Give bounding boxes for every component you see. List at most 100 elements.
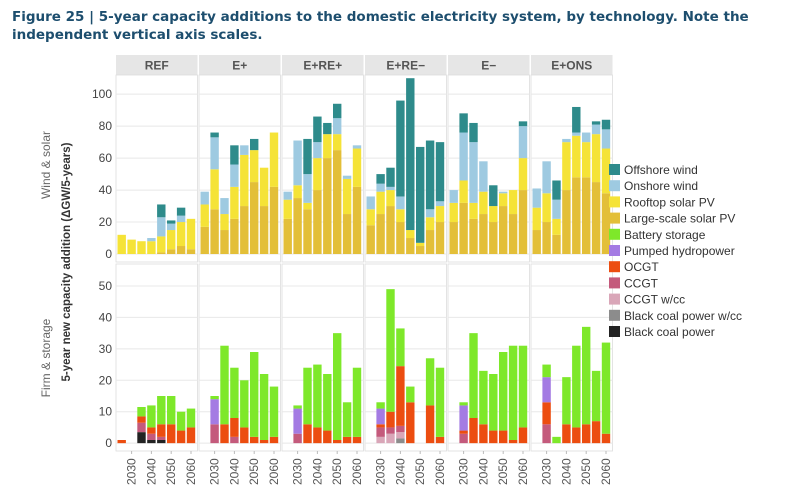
bar-segment-ocgt-ref-2025 xyxy=(117,440,126,444)
bar-segment-offshore-wind-e-2050 xyxy=(250,138,259,151)
bar-segment-ocgt-e-re-2035 xyxy=(386,411,395,428)
bar-segment-rooftop-solar-pv-ref-2040 xyxy=(147,241,156,255)
bar-segment-ocgt-e-2035 xyxy=(220,424,229,444)
bar-segment-large-scale-solar-pv-e-re-2030 xyxy=(376,214,385,255)
y-tick-label: 50 xyxy=(99,279,113,293)
x-tick-label: 2050 xyxy=(496,458,510,485)
bar-segment-onshore-wind-ref-2040 xyxy=(147,238,156,242)
bar-segment-rooftop-solar-pv-e-re-2045 xyxy=(323,134,332,159)
legend-swatch-black-coal-power-w-cc xyxy=(609,309,620,321)
bar-segment-ocgt-e-re-2040 xyxy=(313,427,322,444)
bar-segment-ocgt-e-ons-2050 xyxy=(582,424,591,444)
x-tick-label: 2060 xyxy=(350,458,364,485)
bar-segment-ocgt-ref-2055 xyxy=(176,430,186,444)
bar-segment-large-scale-solar-pv-e-re-2025 xyxy=(366,225,375,255)
bar-segment-onshore-wind-ref-2050 xyxy=(167,223,176,231)
bar-segment-battery-storage-e-2040 xyxy=(230,367,239,418)
bar-segment-ocgt-e-re-2060 xyxy=(352,436,362,444)
bar-segment-ocgt-ref-2045 xyxy=(157,424,166,437)
bar-segment-battery-storage-e-2040 xyxy=(479,370,488,425)
bar-segment-ccgt-e-re-2030 xyxy=(293,433,302,444)
x-tick-label: 2050 xyxy=(413,458,427,485)
bar-segment-ocgt-e-re-2030 xyxy=(376,424,385,428)
bar-segment-offshore-wind-e-2040 xyxy=(230,145,239,165)
bar-segment-rooftop-solar-pv-e-ons-2030 xyxy=(542,193,551,223)
y-tick-label: 40 xyxy=(99,310,113,324)
bar-segment-battery-storage-e-re-2045 xyxy=(323,374,332,431)
facet-strip-e-re xyxy=(282,55,364,75)
bar-segment-rooftop-solar-pv-e-2035 xyxy=(220,214,229,231)
bar-segment-rooftop-solar-pv-e-re-2060 xyxy=(435,206,445,223)
bar-segment-black-coal-power-ref-2040 xyxy=(147,440,156,444)
facet-strip-ref xyxy=(116,55,198,75)
bar-segment-rooftop-solar-pv-ref-2025 xyxy=(117,234,126,255)
bar-segment-offshore-wind-e-re-2060 xyxy=(435,142,445,202)
bar-segment-large-scale-solar-pv-e-ons-2050 xyxy=(582,177,591,255)
facet-label-ref: REF xyxy=(145,59,169,73)
bar-segment-large-scale-solar-pv-e-2045 xyxy=(240,206,249,255)
bar-segment-rooftop-solar-pv-e-2035 xyxy=(469,202,478,219)
bar-segment-ccgt-e-2030 xyxy=(210,424,219,444)
bar-segment-pumped-hydropower-e-2030 xyxy=(210,399,219,425)
bar-segment-rooftop-solar-pv-e-re-2045 xyxy=(406,230,415,239)
bar-segment-rooftop-solar-pv-e-ons-2040 xyxy=(562,142,571,191)
bar-segment-onshore-wind-e-ons-2055 xyxy=(591,124,601,135)
x-tick-label: 2030 xyxy=(208,458,222,485)
legend-swatch-black-coal-power xyxy=(609,326,620,337)
x-tick-label: 2040 xyxy=(476,458,490,485)
bar-segment-rooftop-solar-pv-e-2045 xyxy=(240,154,249,207)
bar-segment-offshore-wind-e-re-2035 xyxy=(303,138,312,175)
x-tick-label: 2060 xyxy=(516,458,530,485)
x-tick-label: 2050 xyxy=(247,458,261,485)
bar-segment-offshore-wind-ref-2055 xyxy=(176,207,186,216)
bar-segment-large-scale-solar-pv-e-2055 xyxy=(259,206,269,255)
bar-segment-large-scale-solar-pv-e-re-2060 xyxy=(352,186,362,255)
facet-strip-e xyxy=(448,55,530,75)
bar-segment-pumped-hydropower-e-2030 xyxy=(459,405,468,431)
bar-segment-onshore-wind-e-re-2035 xyxy=(303,174,312,203)
y-tick-label: 60 xyxy=(99,151,113,165)
bar-segment-large-scale-solar-pv-e-ons-2055 xyxy=(591,182,601,255)
bar-segment-offshore-wind-ref-2045 xyxy=(157,204,166,218)
bar-segment-large-scale-solar-pv-e-2060 xyxy=(269,186,279,255)
bar-segment-battery-storage-ref-2060 xyxy=(186,408,196,428)
x-tick-label: 2030 xyxy=(457,458,471,485)
x-tick-label: 2050 xyxy=(164,458,178,485)
facet-strip-e-re xyxy=(365,55,447,75)
bar-segment-battery-storage-e-re-2030 xyxy=(293,405,302,409)
bar-segment-offshore-wind-e-re-2050 xyxy=(333,103,342,119)
bar-segment-rooftop-solar-pv-e-2050 xyxy=(499,193,508,207)
bar-segment-large-scale-solar-pv-e-2040 xyxy=(479,214,488,255)
x-tick-label: 2060 xyxy=(433,458,447,485)
bar-segment-battery-storage-e-ons-2045 xyxy=(572,345,581,428)
bar-segment-large-scale-solar-pv-e-re-2040 xyxy=(313,190,322,255)
bar-segment-rooftop-solar-pv-e-2040 xyxy=(230,186,239,219)
bar-segment-pumped-hydropower-e-ons-2030 xyxy=(542,377,551,403)
x-tick-label: 2040 xyxy=(393,458,407,485)
bar-segment-large-scale-solar-pv-e-ons-2045 xyxy=(572,177,581,255)
row-label-firm-storage: Firm & storage xyxy=(39,318,53,397)
bar-segment-ccgt-e-re-2030 xyxy=(376,427,385,437)
bar-segment-offshore-wind-e-re-2040 xyxy=(313,116,322,143)
x-tick-label: 2030 xyxy=(540,458,554,485)
bar-segment-onshore-wind-e-ons-2060 xyxy=(601,129,611,149)
bar-segment-onshore-wind-e-re-2025 xyxy=(283,191,292,200)
bar-segment-ocgt-e-2045 xyxy=(489,430,498,444)
y-tick-label: 20 xyxy=(99,215,113,229)
bar-segment-ocgt-e-re-2060 xyxy=(435,436,445,444)
facet-strip-e xyxy=(199,55,281,75)
bar-segment-battery-storage-e-re-2030 xyxy=(376,402,385,409)
bar-segment-battery-storage-e-2035 xyxy=(220,345,229,425)
legend-label-black-coal-power-w-cc: Black coal power w/cc xyxy=(624,309,742,323)
bar-segment-onshore-wind-e-re-2025 xyxy=(366,196,375,210)
facet-strip-e-ons xyxy=(531,55,613,75)
bar-segment-pumped-hydropower-e-re-2030 xyxy=(376,408,385,425)
bar-segment-pumped-hydropower-e-re-2030 xyxy=(293,408,302,434)
bar-segment-ccgt-e-re-2035 xyxy=(386,427,395,434)
bar-segment-rooftop-solar-pv-ref-2045 xyxy=(157,236,166,253)
y-tick-label: 20 xyxy=(99,373,113,387)
bar-segment-battery-storage-ref-2045 xyxy=(157,396,166,425)
bar-segment-ocgt-e-ons-2040 xyxy=(562,424,571,444)
bar-segment-rooftop-solar-pv-e-re-2035 xyxy=(386,190,395,207)
bar-segment-large-scale-solar-pv-ref-2055 xyxy=(176,246,186,255)
